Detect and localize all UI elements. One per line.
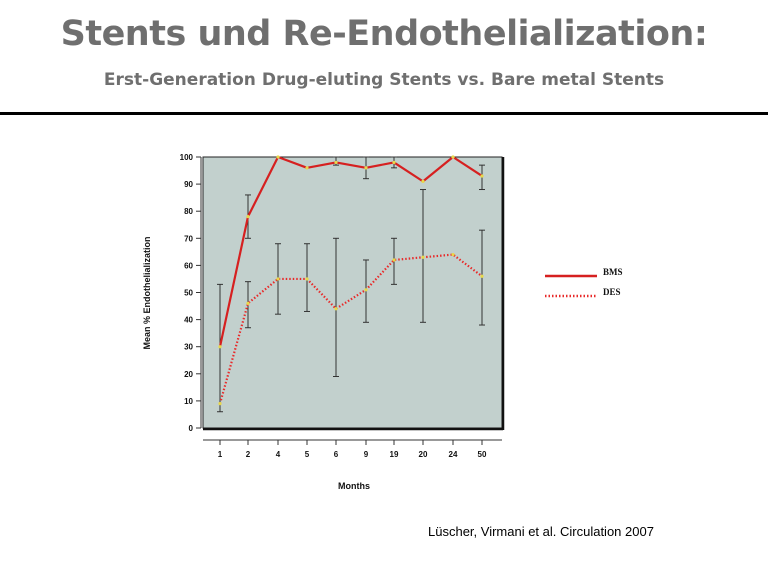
data-point-des — [334, 307, 338, 311]
y-axis-label: Mean % Endothelialization — [142, 236, 152, 349]
data-point-bms — [334, 160, 338, 165]
legend-label-bms: BMS — [603, 267, 623, 277]
data-point-des — [246, 301, 250, 305]
y-tick-label: 60 — [184, 261, 193, 270]
data-point-bms — [246, 215, 250, 219]
x-tick-label: 6 — [334, 450, 339, 459]
y-tick-label: 50 — [184, 289, 193, 298]
y-tick-label: 100 — [180, 153, 194, 162]
data-point-des — [392, 258, 396, 262]
data-point-des — [451, 252, 455, 257]
y-tick-label: 30 — [184, 343, 193, 352]
slide-title: Stents und Re-Endothelialization: — [60, 14, 708, 54]
y-tick-label: 10 — [184, 397, 193, 406]
data-point-bms — [421, 179, 425, 183]
y-tick-label: 90 — [184, 180, 193, 189]
x-tick-label: 20 — [419, 450, 428, 459]
data-point-des — [305, 277, 309, 281]
data-point-des — [218, 402, 222, 406]
data-point-des — [480, 274, 484, 278]
x-tick-label: 50 — [478, 450, 487, 459]
x-tick-label: 2 — [246, 450, 251, 459]
x-tick-label: 1 — [218, 450, 223, 459]
x-tick-label: 9 — [364, 450, 369, 459]
x-tick-label: 24 — [449, 450, 458, 459]
data-point-des — [421, 255, 425, 259]
data-point-bms — [276, 155, 280, 159]
data-point-des — [276, 277, 280, 281]
series-line-des — [218, 253, 483, 404]
citation: Lüscher, Virmani et al. Circulation 2007 — [428, 524, 654, 539]
x-axis-label: Months — [338, 481, 370, 491]
data-point-bms — [480, 174, 484, 178]
x-tick-label: 19 — [390, 450, 399, 459]
legend-label-des: DES — [603, 287, 621, 297]
y-tick-label: 70 — [184, 234, 193, 243]
data-point-bms — [392, 160, 396, 165]
title-divider — [0, 112, 768, 115]
series-line-bms — [218, 155, 483, 347]
y-tick-label: 80 — [184, 207, 193, 216]
data-point-des — [364, 288, 368, 292]
x-tick-label: 4 — [276, 450, 281, 459]
x-tick-label: 5 — [305, 450, 310, 459]
plot-area — [202, 156, 503, 429]
y-tick-label: 0 — [189, 424, 194, 433]
y-tick-label: 20 — [184, 370, 193, 379]
data-point-bms — [364, 166, 368, 170]
data-point-bms — [305, 166, 309, 170]
y-tick-label: 40 — [184, 316, 193, 325]
data-point-bms — [451, 155, 455, 159]
slide-subtitle: Erst-Generation Drug-eluting Stents vs. … — [103, 70, 665, 90]
data-point-bms — [218, 345, 222, 349]
